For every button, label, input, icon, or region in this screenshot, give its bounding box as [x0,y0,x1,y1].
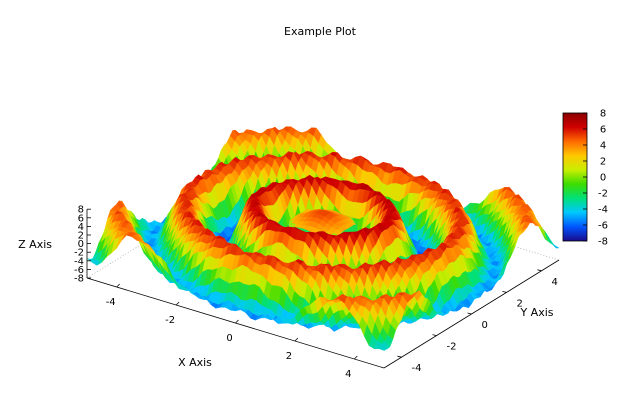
colorbar: -8 -6 -4 -2 0 2 4 6 8 [562,109,608,248]
z-tick-label: -4 [74,256,84,267]
y-tick-label: 4 [552,277,558,288]
x-axis-label: X Axis [178,356,212,369]
colorbar-tick-label: 0 [600,173,606,184]
x-tick-mark [294,337,299,342]
chart-title: Example Plot [284,25,357,38]
colorbar-tick-label: -8 [598,237,608,248]
z-tick-label: 4 [78,222,84,233]
x-tick-label: 0 [226,333,232,344]
y-tick-label: -4 [412,363,422,374]
z-tick-label: 6 [78,213,84,224]
x-tick-mark [175,301,180,306]
z-tick-label: 0 [78,239,84,250]
z-axis-label: Z Axis [18,238,52,251]
z-tick-label: -6 [74,265,84,276]
y-tick-mark [397,355,402,358]
x-tick-label: 2 [286,351,292,362]
y-tick-label: 2 [517,298,523,309]
colorbar-tick-label: -6 [598,221,608,232]
y-tick-mark [502,291,507,293]
x-tick-mark [235,319,239,324]
x-tick-mark [354,355,358,360]
colorbar-tick-label: 4 [600,141,606,152]
x-tick-mark [116,283,120,288]
colorbar-tick-label: -2 [598,189,608,200]
surface-patch [378,343,388,351]
z-tick-label: 8 [78,205,84,216]
surface-patch [550,242,560,249]
colorbar-tick-label: 6 [600,125,606,136]
y-tick-mark [537,269,542,272]
z-tick-label: -2 [74,248,84,259]
x-tick-label: -2 [165,315,175,326]
z-tick-label: 2 [78,231,84,242]
y-tick-mark [467,312,472,315]
z-tick-label: -8 [74,274,84,285]
x-tick-label: -4 [106,297,116,308]
colorbar-tick-label: -4 [598,205,608,216]
y-tick-label: -2 [447,342,457,353]
y-tick-mark [432,334,437,336]
colorbar-tick-label: 2 [600,157,606,168]
x-tick-label: 4 [345,369,351,380]
y-tick-label: 0 [482,320,488,331]
surface [86,126,560,351]
colorbar-tick-label: 8 [600,109,606,120]
y-axis-label: Y Axis [519,306,553,319]
